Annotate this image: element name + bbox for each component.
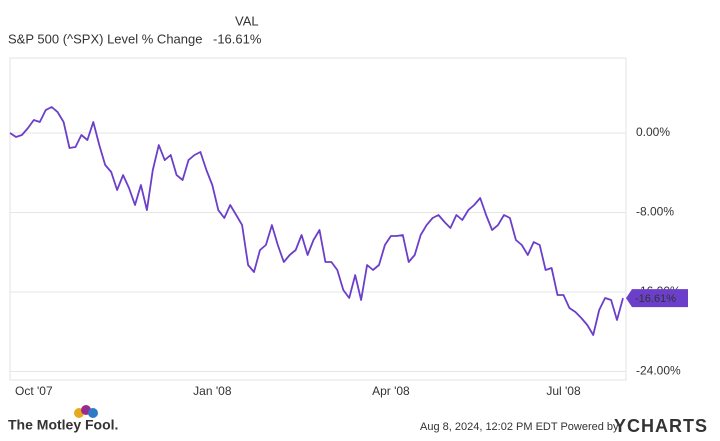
value-label: -16.61% xyxy=(635,293,676,305)
brand: The Motley Fool. xyxy=(8,417,118,433)
brand-logo xyxy=(74,405,98,418)
value-tag xyxy=(626,289,688,308)
x-tick-label: Apr '08 xyxy=(372,384,410,398)
legend-value: -16.61% xyxy=(213,31,262,46)
plot-frame xyxy=(9,57,627,381)
x-tick-label: Oct '07 xyxy=(15,384,53,398)
x-tick-label: Jan '08 xyxy=(193,384,232,398)
y-tick-label: -8.00% xyxy=(636,205,674,219)
series-line xyxy=(9,106,624,336)
legend-header: VAL xyxy=(235,13,259,28)
timestamp: Aug 8, 2024, 12:02 PM EDT Powered by xyxy=(420,421,619,433)
legend-name: S&P 500 (^SPX) Level % Change xyxy=(8,31,202,46)
y-tick-label: 0.00% xyxy=(636,125,670,139)
y-tick-label: -24.00% xyxy=(636,364,681,378)
powered-by: YCHARTS xyxy=(614,416,708,436)
x-tick-label: Jul '08 xyxy=(546,384,581,398)
